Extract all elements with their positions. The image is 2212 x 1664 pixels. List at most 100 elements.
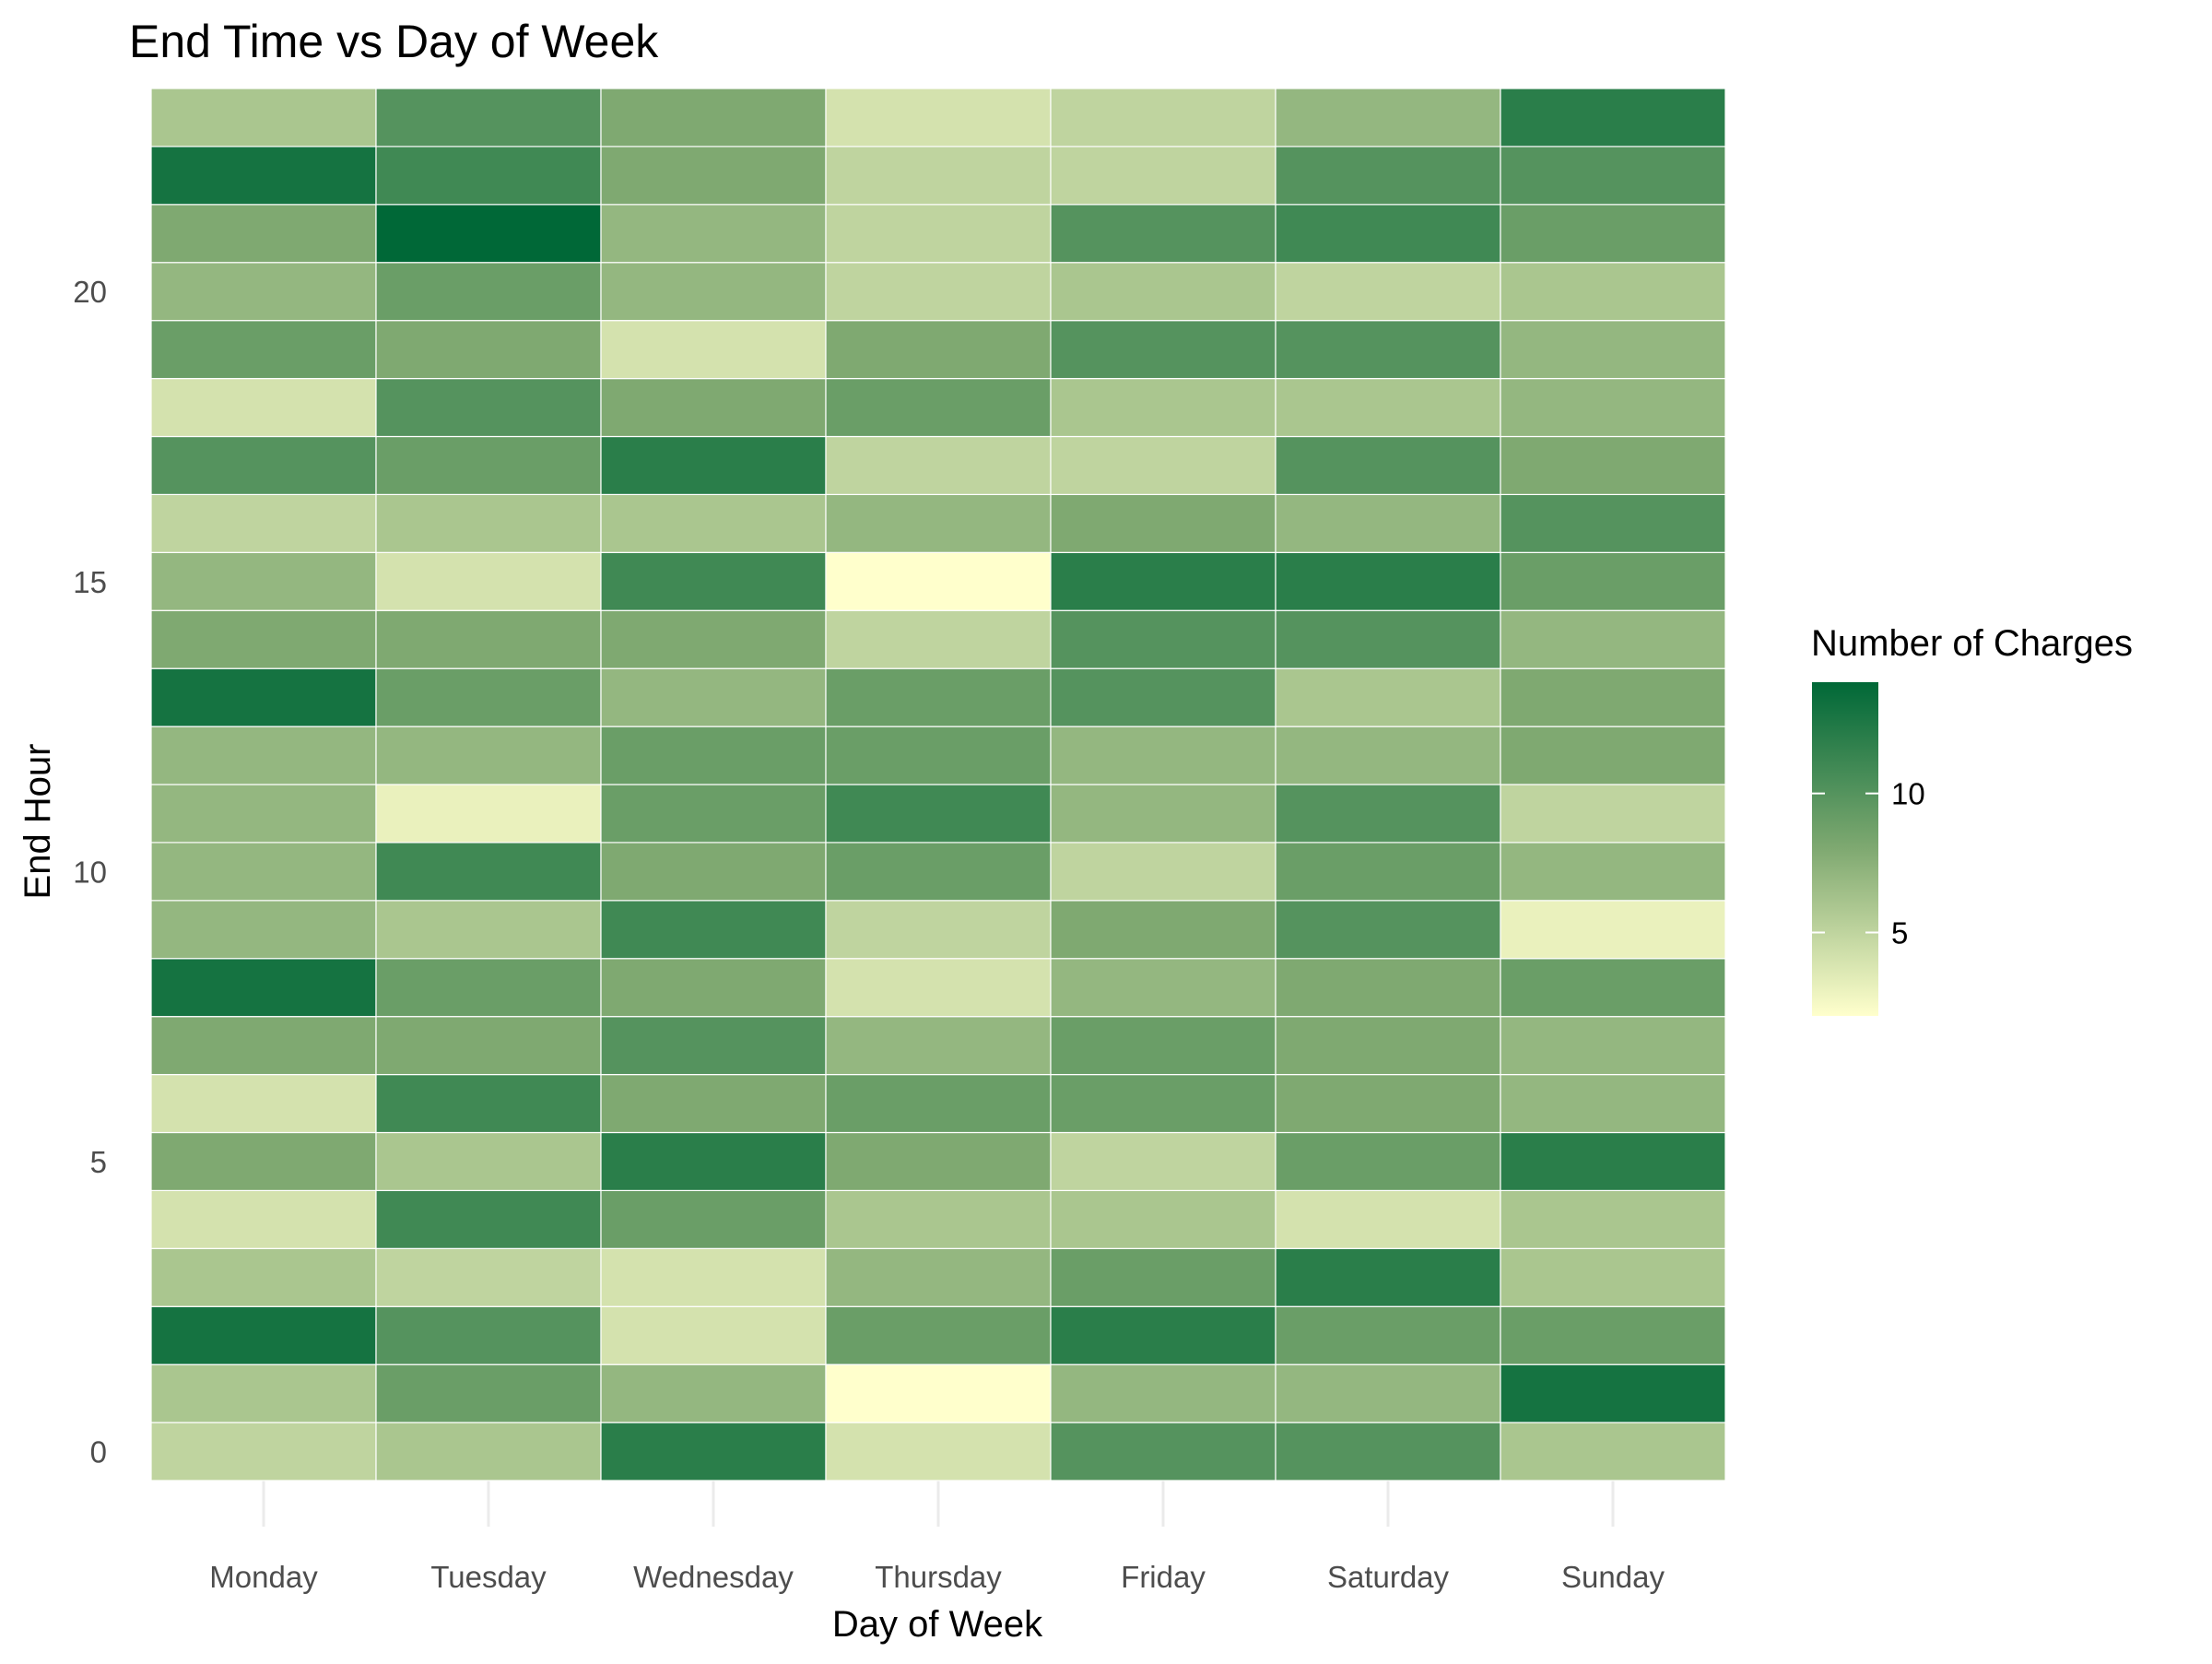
heatmap-cell — [825, 784, 1052, 844]
heatmap-cell — [1050, 1131, 1277, 1192]
heatmap-cell — [1050, 204, 1277, 264]
heatmap-cell — [1050, 493, 1277, 553]
heatmap-cell — [600, 667, 827, 727]
heatmap-cell — [1500, 1422, 1726, 1481]
legend-colorbar — [1812, 682, 1878, 1016]
heatmap-cell — [150, 146, 377, 206]
y-tick-label: 10 — [73, 855, 107, 889]
heatmap-cell — [375, 1189, 602, 1249]
heatmap-cell — [825, 1247, 1052, 1307]
heatmap-cell — [150, 493, 377, 553]
heatmap-cell — [1275, 1016, 1501, 1076]
x-tick-label: Monday — [209, 1560, 318, 1594]
heatmap-cell — [1050, 551, 1277, 611]
heatmap-cell — [150, 1363, 377, 1423]
heatmap-cell — [1275, 609, 1501, 669]
heatmap-cell — [1275, 262, 1501, 322]
y-tick-label: 5 — [90, 1145, 107, 1179]
heatmap-cell — [375, 1131, 602, 1192]
x-tick-label: Saturday — [1327, 1560, 1450, 1594]
heatmap-cell — [825, 435, 1052, 496]
heatmap-cell — [600, 320, 827, 380]
heatmap-cell — [1275, 377, 1501, 438]
heatmap-cell — [1050, 726, 1277, 785]
heatmap-cell — [1275, 204, 1501, 264]
heatmap-cell — [600, 726, 827, 785]
heatmap-cell — [150, 435, 377, 496]
heatmap-cell — [150, 1016, 377, 1076]
heatmap-cell — [150, 1422, 377, 1481]
heatmap-cell — [1500, 320, 1726, 380]
heatmap-cell — [600, 958, 827, 1018]
heatmap-cell — [825, 900, 1052, 960]
heatmap-cell — [1500, 900, 1726, 960]
heatmap-cell — [1050, 377, 1277, 438]
x-tick-labels: Monday Tuesday Wednesday Thursday Friday Satu… — [209, 1560, 1665, 1594]
heatmap-cell — [1050, 784, 1277, 844]
heatmap-cell — [1275, 900, 1501, 960]
y-tick-labels: 0 5 10 15 20 — [73, 275, 107, 1469]
y-tick-label: 15 — [73, 565, 107, 599]
heatmap-cell — [825, 726, 1052, 785]
heatmap-cell — [825, 204, 1052, 264]
legend-tick-label: 10 — [1891, 777, 1925, 811]
heatmap-cell — [600, 262, 827, 322]
heatmap-cell — [1050, 1073, 1277, 1134]
heatmap-cell — [150, 1247, 377, 1307]
heatmap-cell — [375, 320, 602, 380]
heatmap-cell — [1275, 726, 1501, 785]
heatmap-cell — [600, 609, 827, 669]
heatmap-cell — [825, 1363, 1052, 1423]
heatmap-cell — [1275, 493, 1501, 553]
heatmap-cell — [600, 842, 827, 902]
heatmap-cell — [600, 1073, 827, 1134]
heatmap-cell — [1500, 1247, 1726, 1307]
heatmap-cell — [375, 667, 602, 727]
heatmap-cell — [825, 1016, 1052, 1076]
heatmap-cell — [375, 1363, 602, 1423]
x-tick-label: Sunday — [1561, 1560, 1665, 1594]
x-axis-title: Day of Week — [832, 1604, 1043, 1645]
heatmap-cell — [1275, 1247, 1501, 1307]
heatmap-cell — [1500, 551, 1726, 611]
heatmap-cell — [600, 784, 827, 844]
heatmap-cell — [375, 435, 602, 496]
heatmap-cell — [1275, 1131, 1501, 1192]
heatmap-cell — [375, 842, 602, 902]
heatmap-cell — [150, 900, 377, 960]
heatmap-cell — [1275, 958, 1501, 1018]
heatmap-cell — [600, 1363, 827, 1423]
heatmap-cell — [600, 146, 827, 206]
heatmap-cell — [825, 1073, 1052, 1134]
heatmap-cell — [1500, 146, 1726, 206]
heatmap-cell — [1050, 1016, 1277, 1076]
y-tick-label: 0 — [90, 1435, 107, 1469]
heatmap-cell — [1050, 958, 1277, 1018]
heatmap-cell — [1500, 435, 1726, 496]
heatmap-cell — [1500, 1305, 1726, 1365]
y-tick-label: 20 — [73, 275, 107, 309]
heatmap-cell — [1050, 609, 1277, 669]
heatmap-cell — [825, 1189, 1052, 1249]
x-tick-label: Thursday — [875, 1560, 1002, 1594]
heatmap-cell — [375, 204, 602, 264]
heatmap-cell — [375, 377, 602, 438]
heatmap-cell — [825, 262, 1052, 322]
heatmap-cell — [1275, 435, 1501, 496]
x-tick-label: Friday — [1121, 1560, 1206, 1594]
heatmap-cell — [1500, 1189, 1726, 1249]
heatmap-cell — [825, 1131, 1052, 1192]
heatmap-cell — [150, 88, 377, 148]
heatmap-cell — [1050, 435, 1277, 496]
heatmap-cell — [375, 493, 602, 553]
heatmap-cell — [1500, 1131, 1726, 1192]
heatmap-cell — [150, 609, 377, 669]
heatmap-cell — [1500, 262, 1726, 322]
heatmap-cell — [1500, 1363, 1726, 1423]
heatmap-cell — [600, 551, 827, 611]
heatmap-cell — [150, 726, 377, 785]
heatmap-cell — [1050, 1247, 1277, 1307]
heatmap-cell — [375, 262, 602, 322]
heatmap-cell — [600, 1247, 827, 1307]
